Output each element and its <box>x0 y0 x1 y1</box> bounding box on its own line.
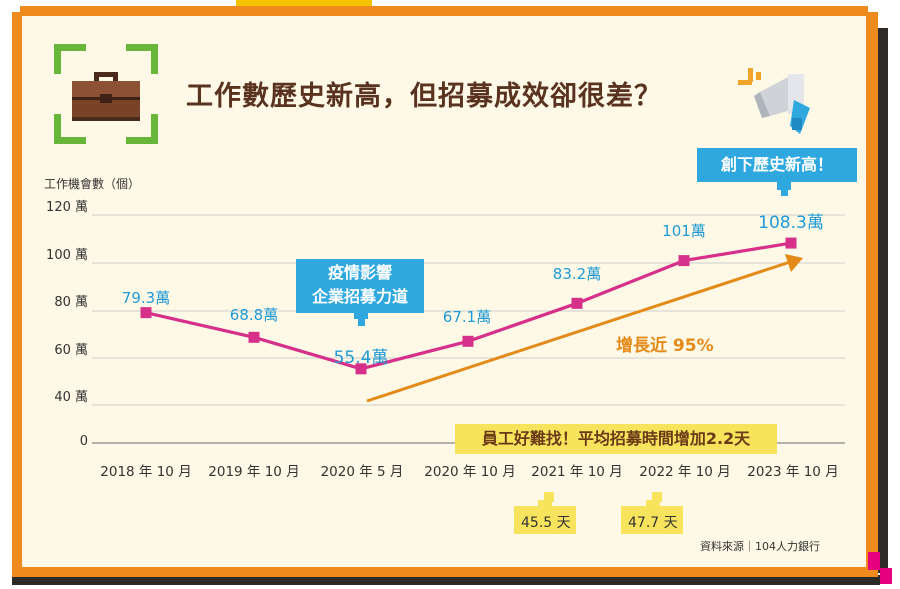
x-tick-label: 2023 年 10 月 <box>747 464 839 480</box>
data-label: 68.8萬 <box>229 306 279 324</box>
x-tick-label: 2020 年 5 月 <box>320 464 404 480</box>
data-point <box>248 331 260 343</box>
frame-shadow-right <box>878 28 888 573</box>
data-point <box>462 335 474 347</box>
data-point <box>571 297 583 309</box>
days-label: 47.7 天 <box>628 515 678 531</box>
source-note: 資料來源｜104人力銀行 <box>700 540 820 553</box>
data-label: 83.2萬 <box>552 265 602 283</box>
frame-left <box>12 12 22 577</box>
data-point <box>678 255 690 267</box>
megaphone-icon <box>738 68 810 134</box>
series-points <box>140 237 797 375</box>
pixel-decoration <box>880 568 892 584</box>
x-tick-label: 2018 年 10 月 <box>100 464 192 480</box>
data-point <box>140 307 152 319</box>
frame-top <box>20 6 868 16</box>
y-tick-label: 40 萬 <box>54 390 88 405</box>
x-tick-label: 2019 年 10 月 <box>208 464 300 480</box>
chart-panel <box>22 16 866 567</box>
y-tick-label: 60 萬 <box>54 343 88 358</box>
grid-lines <box>92 214 845 444</box>
data-label: 67.1萬 <box>442 308 492 326</box>
page-title: 工作數歷史新高，但招募成效卻很差？ <box>186 81 662 112</box>
growth-annotation: 增長近 95% <box>616 336 714 356</box>
days-label: 45.5 天 <box>521 515 571 531</box>
frame-right <box>866 12 878 577</box>
x-tick-label: 2021 年 10 月 <box>531 464 623 480</box>
data-point <box>355 363 367 375</box>
y-tick-label: 100 萬 <box>46 248 88 263</box>
x-tick-label: 2020 年 10 月 <box>424 464 516 480</box>
callout-tail <box>358 319 365 326</box>
callout-line: 企業招募力道 <box>311 287 408 306</box>
y-axis-title: 工作機會數（個） <box>44 177 141 191</box>
data-label: 55.4萬 <box>333 348 389 368</box>
growth-arrow <box>366 254 803 403</box>
frame-shadow-bottom <box>12 575 880 585</box>
y-tick-label: 0 <box>79 434 88 449</box>
frame-bottom <box>22 567 866 577</box>
y-tick-label: 120 萬 <box>46 200 88 215</box>
data-label: 108.3萬 <box>758 213 824 233</box>
pandemic-callout: 疫情影響 企業招募力道 <box>296 259 424 313</box>
data-label: 101萬 <box>662 222 706 240</box>
callout-tail <box>777 182 791 190</box>
frame-accent <box>236 0 372 6</box>
briefcase-icon <box>72 72 140 121</box>
callout-tail <box>354 311 368 319</box>
x-tick-label: 2022 年 10 月 <box>639 464 731 480</box>
y-tick-label: 80 萬 <box>54 295 88 310</box>
record-callout: 創下歷史新高！ <box>697 148 857 182</box>
callout-tail <box>781 190 788 196</box>
data-point <box>785 237 797 249</box>
data-label: 79.3萬 <box>121 289 171 307</box>
pixel-decoration <box>868 552 880 570</box>
callout-line: 疫情影響 <box>327 263 392 282</box>
hiring-time-callout: 員工好難找！平均招募時間增加2.2天 <box>455 424 777 454</box>
